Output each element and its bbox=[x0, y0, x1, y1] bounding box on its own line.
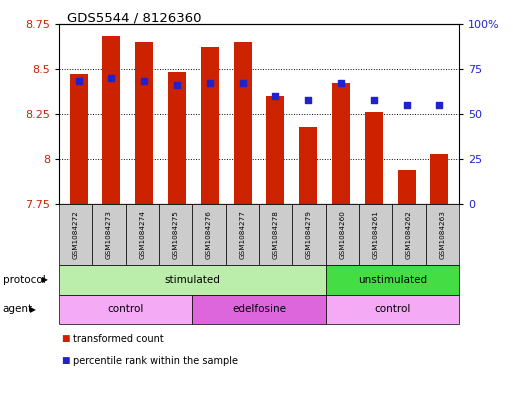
Text: GDS5544 / 8126360: GDS5544 / 8126360 bbox=[67, 12, 201, 25]
Bar bbox=[299, 127, 317, 204]
Bar bbox=[332, 83, 350, 204]
Point bbox=[74, 78, 83, 84]
Text: agent: agent bbox=[3, 305, 33, 314]
Text: GSM1084273: GSM1084273 bbox=[106, 210, 112, 259]
Point bbox=[436, 102, 444, 108]
Point bbox=[173, 82, 181, 88]
Text: ▶: ▶ bbox=[42, 275, 48, 285]
Text: GSM1084277: GSM1084277 bbox=[240, 210, 245, 259]
Text: edelfosine: edelfosine bbox=[232, 305, 286, 314]
Text: GSM1084262: GSM1084262 bbox=[406, 210, 412, 259]
Point bbox=[304, 96, 312, 103]
Point bbox=[271, 93, 280, 99]
Bar bbox=[201, 47, 219, 204]
Bar bbox=[233, 42, 252, 204]
Text: unstimulated: unstimulated bbox=[358, 275, 427, 285]
Point bbox=[370, 96, 378, 103]
Text: ▶: ▶ bbox=[30, 305, 35, 314]
Text: GSM1084263: GSM1084263 bbox=[440, 210, 445, 259]
Bar bbox=[168, 72, 186, 204]
Bar bbox=[103, 36, 121, 204]
Text: percentile rank within the sample: percentile rank within the sample bbox=[73, 356, 238, 365]
Text: control: control bbox=[374, 305, 410, 314]
Point bbox=[206, 80, 214, 86]
Text: transformed count: transformed count bbox=[73, 334, 164, 344]
Text: GSM1084272: GSM1084272 bbox=[73, 210, 78, 259]
Text: GSM1084261: GSM1084261 bbox=[373, 210, 379, 259]
Point bbox=[107, 75, 115, 81]
Text: GSM1084274: GSM1084274 bbox=[140, 210, 145, 259]
Bar bbox=[70, 74, 88, 204]
Bar bbox=[135, 42, 153, 204]
Point bbox=[337, 80, 345, 86]
Text: GSM1084275: GSM1084275 bbox=[173, 210, 179, 259]
Text: ■: ■ bbox=[62, 334, 70, 343]
Bar bbox=[266, 96, 285, 204]
Text: GSM1084279: GSM1084279 bbox=[306, 210, 312, 259]
Bar bbox=[430, 154, 448, 204]
Bar bbox=[398, 170, 416, 204]
Bar bbox=[365, 112, 383, 204]
Text: protocol: protocol bbox=[3, 275, 45, 285]
Text: control: control bbox=[108, 305, 144, 314]
Text: stimulated: stimulated bbox=[165, 275, 220, 285]
Point bbox=[239, 80, 247, 86]
Point bbox=[140, 78, 148, 84]
Text: GSM1084278: GSM1084278 bbox=[273, 210, 279, 259]
Text: GSM1084260: GSM1084260 bbox=[340, 210, 345, 259]
Point bbox=[403, 102, 411, 108]
Text: ■: ■ bbox=[62, 356, 70, 365]
Text: GSM1084276: GSM1084276 bbox=[206, 210, 212, 259]
